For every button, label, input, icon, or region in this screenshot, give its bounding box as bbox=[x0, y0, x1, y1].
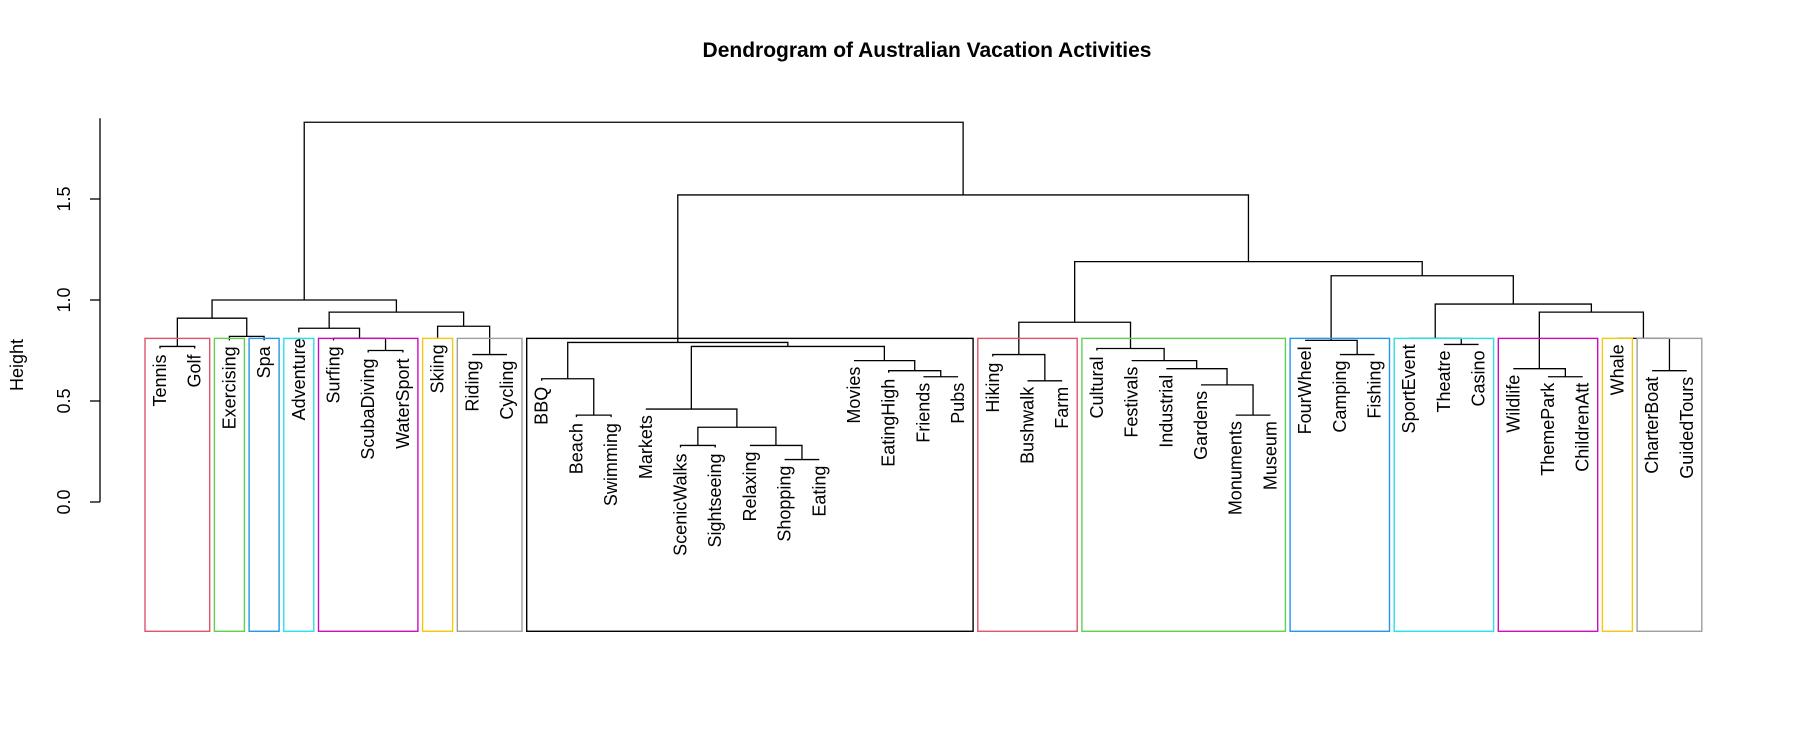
leaf-label: Sightseeing bbox=[705, 453, 725, 547]
leaf-label: FourWheel bbox=[1295, 346, 1315, 434]
dendrogram-merge bbox=[1409, 337, 1462, 345]
cluster-rectangle bbox=[526, 337, 974, 632]
dendrogram-merge bbox=[677, 194, 1250, 343]
dendrogram-merge bbox=[1166, 368, 1228, 385]
leaf-label: Friends bbox=[913, 383, 933, 443]
leaf-label: ScubaDiving bbox=[358, 359, 378, 460]
y-tick-label: 0.0 bbox=[54, 489, 74, 514]
y-tick-label: 0.5 bbox=[54, 388, 74, 413]
dendrogram-merge bbox=[1538, 311, 1645, 369]
cluster-rectangle bbox=[213, 337, 246, 632]
dendrogram-merge bbox=[567, 341, 789, 379]
dendrogram-merge bbox=[159, 345, 196, 349]
dendrogram-merge bbox=[1201, 384, 1254, 416]
dendrogram-merge bbox=[211, 299, 398, 319]
cluster-rectangle bbox=[248, 337, 280, 632]
dendrogram-merge bbox=[298, 327, 361, 339]
leaf-label: Golf bbox=[185, 353, 205, 387]
chart-title: Dendrogram of Australian Vacation Activi… bbox=[703, 39, 1152, 62]
leaf-label: Surfing bbox=[324, 346, 344, 403]
cluster-rectangle bbox=[456, 337, 523, 632]
dendrogram-merge bbox=[888, 370, 942, 377]
y-tick-label: 1.5 bbox=[54, 186, 74, 211]
leaf-label: GuidedTours bbox=[1677, 377, 1697, 479]
leaf-label: BBQ bbox=[532, 387, 552, 425]
leaf-labels: Tennis Golf Exercising Spa Adventure Surfing S… bbox=[150, 338, 1697, 555]
leaf-label: Shopping bbox=[775, 466, 795, 542]
cluster-rectangle bbox=[144, 337, 211, 632]
leaf-label: Whale bbox=[1607, 344, 1627, 395]
leaf-label: Markets bbox=[636, 415, 656, 479]
leaf-label: Movies bbox=[844, 367, 864, 424]
leaf-label: Casino bbox=[1469, 350, 1489, 406]
dendrogram-merge bbox=[1131, 359, 1198, 369]
dendrogram-merge bbox=[749, 444, 803, 460]
leaf-label: CharterBoat bbox=[1642, 377, 1662, 474]
leaf-label: Spa bbox=[254, 345, 274, 378]
leaf-label: Skiing bbox=[428, 344, 448, 393]
leaf-label: Exercising bbox=[219, 346, 239, 429]
leaf-label: Relaxing bbox=[740, 451, 760, 521]
leaf-label: Pubs bbox=[948, 383, 968, 424]
dendrogram-merge bbox=[575, 414, 612, 418]
cluster-rectangles bbox=[144, 337, 1703, 632]
leaf-label: Eating bbox=[809, 466, 829, 517]
cluster-rectangle bbox=[1289, 337, 1391, 632]
dendrogram-merge bbox=[367, 349, 404, 353]
leaf-label: ChildrenAtt bbox=[1573, 383, 1593, 472]
leaf-label: Cultural bbox=[1087, 357, 1107, 419]
dendrogram-merge bbox=[1074, 260, 1423, 323]
cluster-rectangle bbox=[421, 337, 454, 632]
dendrogram-merge bbox=[176, 317, 248, 347]
dendrogram-merge bbox=[303, 121, 964, 300]
cluster-rectangle bbox=[1393, 337, 1495, 632]
leaf-label: Industrial bbox=[1156, 375, 1176, 448]
leaf-label: Bushwalk bbox=[1018, 386, 1038, 464]
cluster-rectangle bbox=[1081, 337, 1287, 632]
dendrogram-merge bbox=[1096, 347, 1165, 361]
leaf-label: ThemePark bbox=[1538, 382, 1558, 476]
cluster-rectangle bbox=[317, 337, 419, 632]
leaf-label: Beach bbox=[566, 423, 586, 474]
leaf-label: ScenicWalks bbox=[671, 453, 691, 555]
dendrogram-merge bbox=[697, 426, 777, 446]
leaf-label: Tennis bbox=[150, 354, 170, 406]
leaf-label: Swimming bbox=[601, 423, 621, 506]
cluster-rectangle bbox=[977, 337, 1078, 632]
dendrogram-merge bbox=[1513, 368, 1566, 377]
dendrogram-merge bbox=[1434, 303, 1593, 339]
leaf-label: Camping bbox=[1330, 361, 1350, 433]
cluster-rectangle bbox=[283, 337, 315, 632]
y-tick-label: 1.0 bbox=[54, 287, 74, 312]
dendrogram-merge bbox=[1305, 339, 1358, 355]
leaf-label: Fishing bbox=[1365, 361, 1385, 419]
leaf-label: SportEvent bbox=[1399, 344, 1419, 433]
leaf-label: Wildlife bbox=[1503, 375, 1523, 433]
dendrogram-merge bbox=[854, 359, 916, 371]
dendrogram-merge bbox=[1330, 275, 1514, 341]
leaf-label: Monuments bbox=[1226, 421, 1246, 515]
leaf-label: Festivals bbox=[1122, 367, 1142, 438]
leaf-label: Farm bbox=[1052, 387, 1072, 429]
cluster-rectangle bbox=[1601, 337, 1634, 632]
cluster-rectangle bbox=[1636, 337, 1703, 632]
leaf-label: Hiking bbox=[983, 363, 1003, 413]
y-axis-label: Height bbox=[7, 339, 27, 391]
leaf-label: Theatre bbox=[1434, 350, 1454, 412]
dendrogram-merge bbox=[645, 408, 738, 428]
dendrogram-merge bbox=[679, 444, 716, 448]
leaf-label: Cycling bbox=[497, 361, 517, 420]
dendrogram-tree bbox=[159, 121, 1687, 461]
leaf-label: EatingHigh bbox=[879, 379, 899, 467]
leaf-label: WaterSport bbox=[393, 359, 413, 449]
leaf-label: Adventure bbox=[289, 338, 309, 420]
leaf-label: Museum bbox=[1260, 421, 1280, 490]
y-axis: 0.0 0.5 1.0 1.5 bbox=[54, 118, 101, 515]
leaf-label: Riding bbox=[462, 361, 482, 412]
leaf-label: Gardens bbox=[1191, 391, 1211, 460]
cluster-rectangle bbox=[1497, 337, 1599, 632]
